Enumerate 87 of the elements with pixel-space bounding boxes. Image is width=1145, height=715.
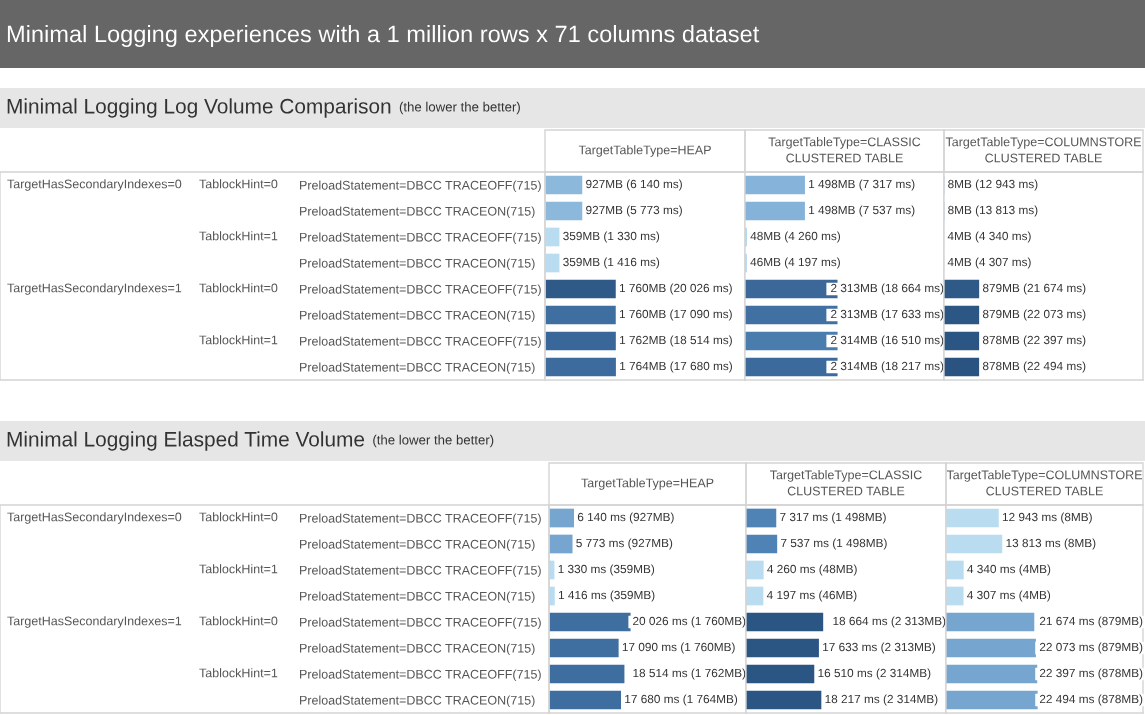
data-label: 13 813 ms (8MB) [1006, 538, 1096, 550]
y-tick-label: PreloadStatement=DBCC TRACEOFF(715) [300, 513, 541, 526]
text: TargetHasSecondaryIndexes=0 [7, 179, 182, 191]
data-label: 878MB (22 494 ms) [982, 361, 1086, 373]
data-label: 48MB (4 260 ms) [750, 231, 841, 243]
x-axis-title: TargetTableType=COLUMNSTORE CLUSTERED TABLE [945, 137, 1141, 163]
data-label: 22 494 ms (878MB) [1039, 694, 1143, 706]
text: TablockHint=0 [199, 616, 278, 626]
data-label: 8MB (12 943 ms) [948, 179, 1038, 191]
x-axis-title: TargetTableType=COLUMNSTORE CLUSTERED TABLE [946, 470, 1142, 496]
text: Minimal Logging Log Volume Comparison [7, 98, 391, 118]
data-label: 7 537 ms (1 498MB) [781, 538, 887, 550]
x-axis-title: TargetTableType=HEAP [581, 478, 714, 490]
text: TargetHasSecondaryIndexes=1 [7, 283, 182, 295]
y-tick-label: PreloadStatement=DBCC TRACEOFF(715) [300, 284, 541, 297]
data-label: 17 090 ms (1 760MB) [622, 642, 735, 654]
data-label: 18 514 ms (1 762MB) [633, 668, 746, 680]
data-label: 20 026 ms (1 760MB) [633, 616, 746, 628]
data-label: 2 314MB (16 510 ms) [831, 335, 944, 347]
data-label: 879MB (22 073 ms) [982, 309, 1086, 321]
data-label: 18 664 ms (2 313MB) [833, 616, 946, 628]
x-axis-title: TargetTableType=CLASSIC CLUSTERED TABLE [770, 470, 922, 496]
data-label: 17 633 ms (2 313MB) [823, 642, 935, 654]
x-axis-title: TargetTableType=HEAP [578, 145, 711, 157]
y-tick-label: PreloadStatement=DBCC TRACEON(715) [300, 310, 535, 323]
data-label: 7 317 ms (1 498MB) [780, 512, 886, 524]
y-tick-label: PreloadStatement=DBCC TRACEON(715) [300, 539, 535, 552]
data-label: 46MB (4 197 ms) [750, 257, 840, 269]
text: TablockHint=0 [199, 512, 278, 522]
text: TargetHasSecondaryIndexes=1 [7, 616, 182, 628]
data-label: 2 313MB (17 633 ms) [831, 309, 944, 321]
text: TablockHint=1 [199, 231, 278, 241]
text: TablockHint=1 [199, 564, 278, 574]
text: TablockHint=1 [199, 668, 278, 678]
data-label: 1 760MB (20 026 ms) [619, 283, 732, 295]
data-label: 5 773 ms (927MB) [576, 538, 673, 550]
y-tick-label: PreloadStatement=DBCC TRACEOFF(715) [300, 669, 541, 682]
data-label: 2 313MB (18 664 ms) [831, 283, 944, 295]
data-label: 16 510 ms (2 314MB) [818, 668, 931, 680]
chart-subtitle: (the lower the better) [399, 101, 520, 115]
data-label: 878MB (22 397 ms) [982, 335, 1086, 347]
data-label: 4 197 ms (46MB) [766, 590, 857, 602]
data-label: 6 140 ms (927MB) [577, 512, 674, 524]
data-label: 22 073 ms (879MB) [1039, 642, 1143, 654]
data-label: 927MB (6 140 ms) [586, 179, 682, 191]
y-tick-label: PreloadStatement=DBCC TRACEON(715) [300, 362, 535, 375]
data-label: 4MB (4 340 ms) [947, 231, 1031, 243]
data-label: 1 330 ms (359MB) [558, 564, 655, 576]
y-tick-label: PreloadStatement=DBCC TRACEOFF(715) [300, 336, 541, 349]
text: TablockHint=0 [199, 179, 278, 189]
data-label: 4 307 ms (4MB) [967, 590, 1051, 602]
data-label: 1 498MB (7 537 ms) [809, 205, 915, 217]
data-label: 4 340 ms (4MB) [967, 564, 1051, 576]
y-tick-label: PreloadStatement=DBCC TRACEOFF(715) [300, 617, 541, 630]
y-tick-label: PreloadStatement=DBCC TRACEOFF(715) [300, 232, 541, 245]
text: Minimal Logging experiences with a 1 million rows x 71 columns dataset [7, 25, 760, 48]
text: TargetHasSecondaryIndexes=0 [7, 512, 182, 524]
data-label: 18 217 ms (2 314MB) [825, 694, 938, 706]
y-tick-label: PreloadStatement=DBCC TRACEOFF(715) [300, 565, 541, 578]
data-label: 22 397 ms (878MB) [1039, 668, 1143, 680]
data-label: 1 416 ms (359MB) [558, 590, 655, 602]
data-label: 1 760MB (17 090 ms) [619, 309, 732, 321]
y-tick-label: PreloadStatement=DBCC TRACEON(715) [300, 258, 535, 271]
y-tick-label: PreloadStatement=DBCC TRACEON(715) [300, 206, 535, 219]
data-label: 17 680 ms (1 764MB) [625, 694, 738, 706]
data-label: 12 943 ms (8MB) [1002, 512, 1092, 524]
data-label: 8MB (13 813 ms) [948, 205, 1038, 217]
x-axis-title: TargetTableType=CLASSIC CLUSTERED TABLE [768, 137, 921, 163]
data-label: 1 764MB (17 680 ms) [620, 361, 732, 373]
text: TablockHint=0 [199, 283, 278, 293]
data-label: 359MB (1 330 ms) [563, 231, 660, 243]
data-label: 4MB (4 307 ms) [947, 257, 1031, 269]
y-tick-label: PreloadStatement=DBCC TRACEON(715) [300, 643, 535, 656]
data-label: 21 674 ms (879MB) [1039, 616, 1143, 628]
data-label: 4 260 ms (48MB) [767, 564, 857, 576]
text: (the lower the better) [373, 434, 494, 448]
text: Minimal Logging Elasped Time Volume [7, 431, 365, 451]
y-tick-label: PreloadStatement=DBCC TRACEON(715) [300, 591, 535, 604]
y-tick-label: PreloadStatement=DBCC TRACEON(715) [300, 695, 535, 708]
text: TablockHint=1 [199, 335, 278, 345]
data-label: 1 762MB (18 514 ms) [620, 335, 732, 347]
data-label: 927MB (5 773 ms) [586, 205, 682, 217]
data-label: 359MB (1 416 ms) [563, 257, 660, 269]
y-tick-label: PreloadStatement=DBCC TRACEOFF(715) [300, 180, 541, 193]
data-label: 2 314MB (18 217 ms) [831, 361, 944, 373]
data-label: 879MB (21 674 ms) [982, 283, 1086, 295]
data-label: 1 498MB (7 317 ms) [809, 179, 915, 191]
